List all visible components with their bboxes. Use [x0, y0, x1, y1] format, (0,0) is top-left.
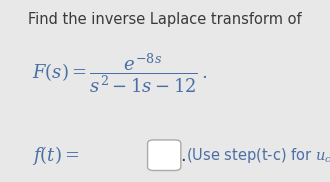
Text: .: . — [180, 147, 186, 165]
FancyBboxPatch shape — [148, 140, 181, 171]
Text: Find the inverse Laplace transform of: Find the inverse Laplace transform of — [28, 12, 302, 27]
Text: (Use step(t-c) for $u_c(t)$ .): (Use step(t-c) for $u_c(t)$ .) — [185, 146, 330, 165]
Text: $\mathit{F(s)} = \dfrac{e^{-8s}}{s^2 - 1s - 12}$$\,.$: $\mathit{F(s)} = \dfrac{e^{-8s}}{s^2 - 1… — [32, 52, 207, 95]
Text: $\mathit{f(t)} = $: $\mathit{f(t)} = $ — [32, 144, 80, 167]
